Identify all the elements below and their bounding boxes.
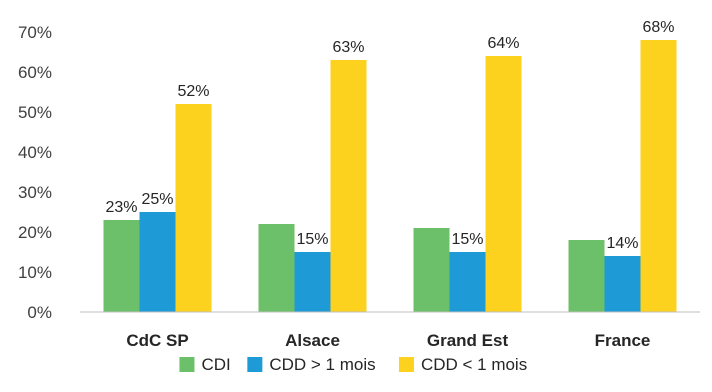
- legend-label: CDI: [201, 355, 230, 374]
- data-label: 23%: [105, 199, 137, 216]
- bar-0-1: [258, 224, 295, 312]
- data-label: 64%: [487, 35, 519, 52]
- bar-2-1: [330, 60, 367, 312]
- legend: CDI CDD > 1 mois CDD < 1 mois: [179, 355, 527, 374]
- bar-2-2: [485, 56, 522, 312]
- y-tick-label: 60%: [18, 63, 52, 82]
- data-label: 68%: [642, 19, 674, 36]
- data-label: 15%: [296, 231, 328, 248]
- bar-2-3: [640, 40, 677, 312]
- data-label: 14%: [606, 235, 638, 252]
- bar-0-0: [103, 220, 140, 312]
- x-axis: CdC SP Alsace Grand Est France: [126, 331, 650, 350]
- bar-2-0: [175, 104, 212, 312]
- bar-0-3: [568, 240, 605, 312]
- data-label: 52%: [177, 83, 209, 100]
- bar-1-0: [139, 212, 176, 312]
- y-tick-label: 30%: [18, 183, 52, 202]
- x-tick-label: CdC SP: [126, 331, 188, 350]
- legend-swatch: [179, 357, 195, 372]
- legend-label: CDD > 1 mois: [269, 355, 375, 374]
- x-tick-label: Alsace: [285, 331, 340, 350]
- y-tick-label: 70%: [18, 23, 52, 42]
- y-tick-label: 40%: [18, 143, 52, 162]
- bar-1-2: [449, 252, 486, 312]
- y-tick-label: 20%: [18, 223, 52, 242]
- legend-swatch: [247, 357, 263, 372]
- x-tick-label: France: [595, 331, 651, 350]
- y-tick-label: 50%: [18, 103, 52, 122]
- data-label: 15%: [451, 231, 483, 248]
- bar-1-3: [604, 256, 641, 312]
- data-labels: 23% 25% 52% 15% 63% 15% 64% 14% 68%: [105, 19, 674, 252]
- legend-label: CDD < 1 mois: [421, 355, 527, 374]
- bar-1-1: [294, 252, 331, 312]
- data-label: 25%: [141, 191, 173, 208]
- y-axis: 0% 10% 20% 30% 40% 50% 60% 70%: [18, 23, 52, 322]
- bars: [103, 40, 677, 312]
- data-label: 63%: [332, 39, 364, 56]
- legend-swatch: [398, 357, 414, 372]
- x-tick-label: Grand Est: [427, 331, 509, 350]
- y-tick-label: 10%: [18, 263, 52, 282]
- bar-0-2: [413, 228, 450, 312]
- y-tick-label: 0%: [27, 303, 52, 322]
